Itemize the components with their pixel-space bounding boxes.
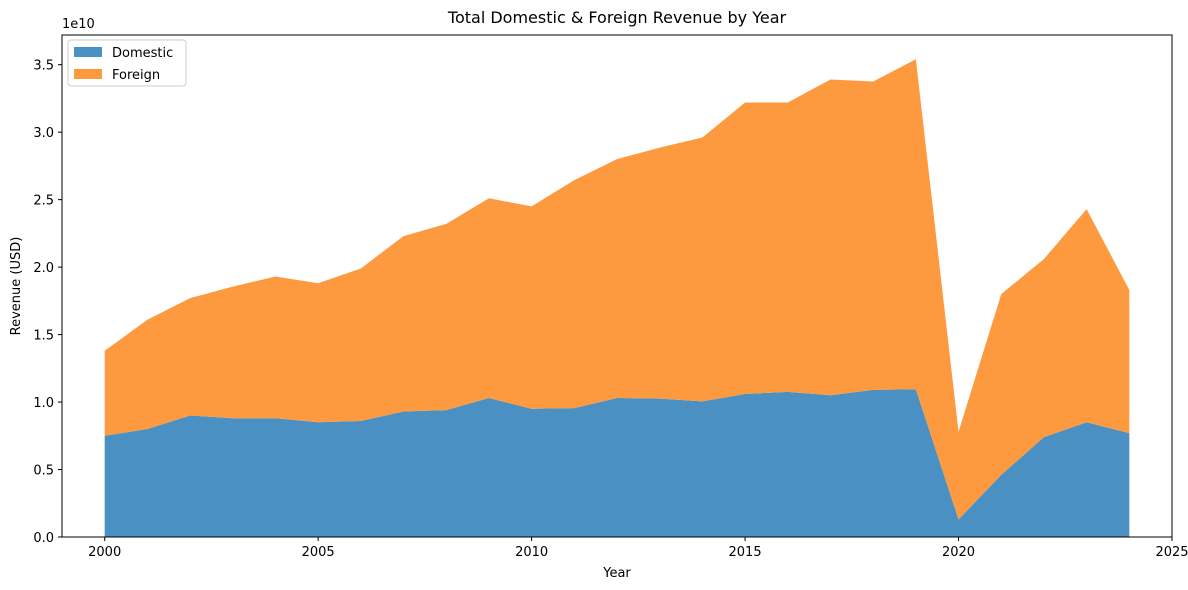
chart-title: Total Domestic & Foreign Revenue by Year: [447, 8, 787, 27]
y-tick-label: 2.5: [33, 194, 54, 209]
legend-label-domestic: Domestic: [112, 46, 173, 61]
y-tick-label: 1.5: [33, 329, 54, 344]
plot-frame: [61, 34, 1173, 538]
y-axis: 0.0 0.5 1.0 1.5 2.0 2.5 3.0 3.5: [33, 59, 62, 546]
x-tick-label: 2000: [88, 545, 121, 560]
legend-swatch-foreign: [74, 69, 102, 79]
y-tick-label: 3.0: [33, 126, 54, 141]
y-axis-label: Revenue (USD): [9, 237, 24, 336]
x-tick-label: 2025: [1155, 545, 1188, 560]
y-tick-label: 0.0: [33, 531, 54, 546]
chart-areas: [104, 59, 1130, 537]
legend-label-foreign: Foreign: [112, 68, 160, 83]
area-domestic: [104, 389, 1130, 537]
y-tick-label: 0.5: [33, 464, 54, 479]
y-axis-offset-label: 1e10: [62, 17, 95, 32]
x-tick-label: 2020: [942, 545, 975, 560]
x-tick-label: 2010: [515, 545, 548, 560]
legend: Domestic Foreign: [67, 39, 187, 87]
y-tick-label: 3.5: [33, 59, 54, 74]
y-tick-label: 1.0: [33, 396, 54, 411]
x-axis: 2000 2005 2010 2015 2020 2025: [88, 537, 1188, 560]
area-foreign: [104, 59, 1130, 520]
y-tick-label: 2.0: [33, 261, 54, 276]
legend-swatch-domestic: [74, 47, 102, 57]
x-axis-label: Year: [602, 566, 631, 581]
x-tick-label: 2005: [302, 545, 335, 560]
x-tick-label: 2015: [729, 545, 762, 560]
